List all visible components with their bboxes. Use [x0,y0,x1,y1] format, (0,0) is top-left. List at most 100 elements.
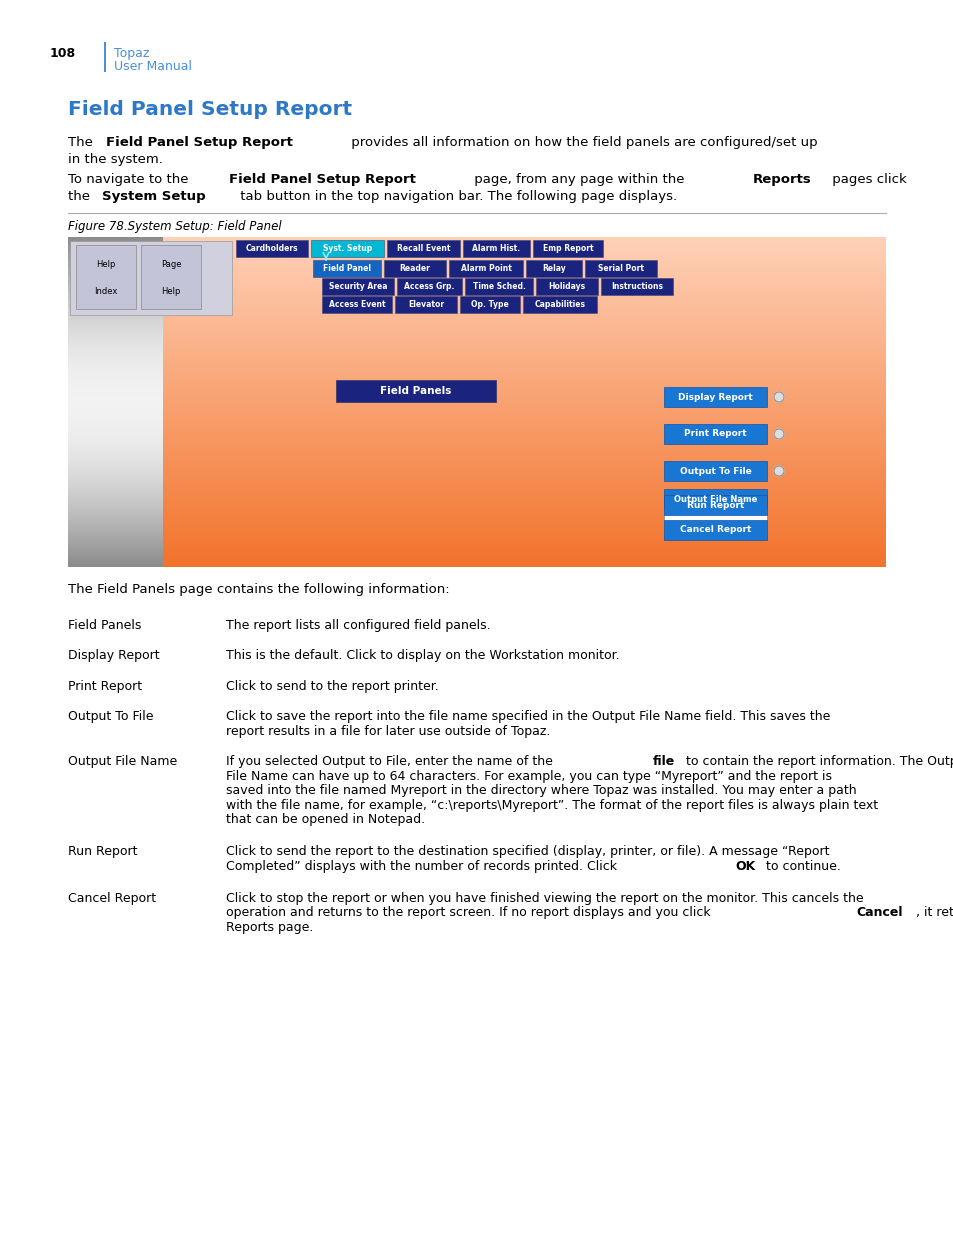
Text: provides all information on how the field panels are configured/set up: provides all information on how the fiel… [346,136,817,149]
Bar [462,240,530,257]
Text: Field Panels: Field Panels [68,619,141,632]
Text: Field Panel Setup Report: Field Panel Setup Report [229,173,416,186]
Text: Help: Help [96,259,115,269]
Text: 108: 108 [50,47,76,61]
Text: If you selected Output to File, enter the name of the: If you selected Output to File, enter th… [226,756,557,768]
Text: saved into the file named Myreport in the directory where Topaz was installed. Y: saved into the file named Myreport in th… [226,784,856,798]
Text: To navigate to the: To navigate to the [68,173,193,186]
Text: Field Panel Setup Report: Field Panel Setup Report [106,136,293,149]
Text: Cardholders: Cardholders [246,245,298,253]
Bar [464,278,533,295]
Text: Click to stop the report or when you have finished viewing the report on the mon: Click to stop the report or when you hav… [226,892,862,904]
Bar [525,261,581,277]
Text: Access Grp.: Access Grp. [404,282,455,291]
Bar [335,380,496,403]
Text: with the file name, for example, “c:\reports\Myreport”. The format of the report: with the file name, for example, “c:\rep… [226,799,877,811]
Text: Capabilities: Capabilities [534,300,585,309]
Text: Emp Report: Emp Report [542,245,593,253]
Text: OK: OK [735,860,755,873]
Text: Output To File: Output To File [68,710,153,724]
Text: , it returns to the: , it returns to the [916,906,953,919]
Text: Access Event: Access Event [329,300,385,309]
Bar [387,240,459,257]
Text: Output To File: Output To File [679,467,751,475]
Text: Reports: Reports [752,173,810,186]
Text: The: The [68,136,97,149]
Bar [384,261,446,277]
Text: to contain the report information. The Output: to contain the report information. The O… [681,756,953,768]
Text: Field Panel: Field Panel [323,264,371,273]
Bar [396,278,461,295]
Text: Index: Index [94,287,117,295]
Text: The Field Panels page contains the following information:: The Field Panels page contains the follo… [68,583,449,597]
Circle shape [773,391,783,403]
Text: Help: Help [161,287,180,295]
Text: tab button in the top navigation bar. The following page displays.: tab button in the top navigation bar. Th… [235,190,676,203]
Text: Syst. Setup: Syst. Setup [322,245,372,253]
Bar [536,278,598,295]
Text: operation and returns to the report screen. If no report displays and you click: operation and returns to the report scre… [226,906,714,919]
Text: Output File Name: Output File Name [673,494,757,504]
Text: page, from any page within the: page, from any page within the [470,173,688,186]
Text: Cancel: Cancel [856,906,902,919]
Circle shape [773,466,783,475]
Bar [584,261,657,277]
Bar [70,241,232,315]
Text: System Setup: System Setup [102,190,205,203]
Text: to continue.: to continue. [761,860,840,873]
Text: Field Panels: Field Panels [380,387,451,396]
Bar [449,261,522,277]
Bar [663,489,766,509]
Text: that can be opened in Notepad.: that can be opened in Notepad. [226,814,425,826]
Bar [235,240,308,257]
Text: Display Report: Display Report [678,393,752,401]
Text: Serial Port: Serial Port [598,264,643,273]
Text: Reader: Reader [399,264,430,273]
Bar [663,461,766,480]
Text: Run Report: Run Report [68,845,137,858]
Bar [322,296,392,312]
Text: Op. Type: Op. Type [471,300,508,309]
Text: in the system.: in the system. [68,153,163,165]
Text: file: file [652,756,675,768]
Text: Display Report: Display Report [68,650,159,662]
Bar [322,278,394,295]
Text: Holidays: Holidays [548,282,585,291]
Text: Run Report: Run Report [686,500,743,510]
Bar [663,387,766,408]
Text: Page: Page [161,259,181,269]
Bar [663,424,766,445]
Text: Print Report: Print Report [68,680,142,693]
Text: Completed” displays with the number of records printed. Click: Completed” displays with the number of r… [226,860,620,873]
Bar [533,240,602,257]
Text: The report lists all configured field panels.: The report lists all configured field pa… [226,619,490,632]
Bar [600,278,672,295]
Text: report results in a file for later use outside of Topaz.: report results in a file for later use o… [226,725,550,737]
Bar [459,296,519,312]
Bar [311,240,384,257]
Text: Cancel Report: Cancel Report [68,892,156,904]
Text: Output File Name: Output File Name [68,756,177,768]
Text: Topaz: Topaz [113,47,150,61]
Bar [76,245,136,309]
Text: Time Sched.: Time Sched. [472,282,525,291]
Text: Figure 78.System Setup: Field Panel: Figure 78.System Setup: Field Panel [68,220,281,233]
Text: the: the [68,190,94,203]
Text: Click to send the report to the destination specified (display, printer, or file: Click to send the report to the destinat… [226,845,828,858]
Text: Click to send to the report printer.: Click to send to the report printer. [226,680,438,693]
Text: Alarm Hist.: Alarm Hist. [472,245,520,253]
Text: Cancel Report: Cancel Report [679,526,750,535]
Bar [395,296,456,312]
Text: Instructions: Instructions [610,282,662,291]
Text: Reports page.: Reports page. [226,920,313,934]
Bar [663,495,766,515]
Text: Click to save the report into the file name specified in the Output File Name fi: Click to save the report into the file n… [226,710,829,724]
Text: Alarm Point: Alarm Point [460,264,511,273]
Text: Print Report: Print Report [683,430,746,438]
Text: Elevator: Elevator [408,300,443,309]
Text: File Name can have up to 64 characters. For example, you can type “Myreport” and: File Name can have up to 64 characters. … [226,769,831,783]
Text: Relay: Relay [541,264,565,273]
Bar [141,245,201,309]
Text: Recall Event: Recall Event [396,245,450,253]
Bar [663,513,766,529]
